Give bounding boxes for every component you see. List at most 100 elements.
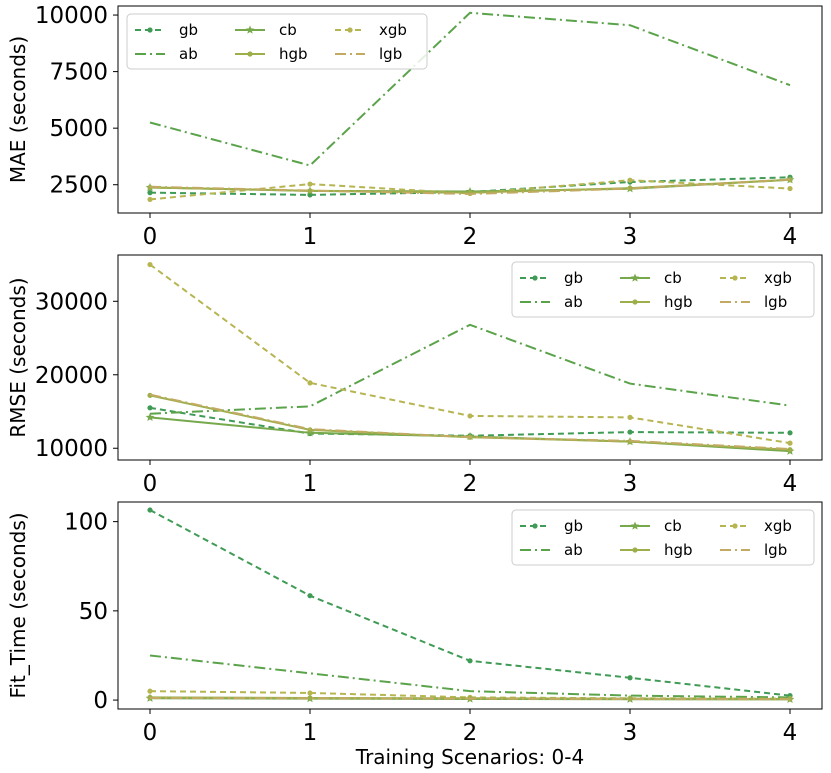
series-ab: [149, 323, 791, 415]
legend-label-ab: ab: [564, 293, 583, 311]
legend-label-hgb: hgb: [664, 293, 693, 311]
y-tick-label: 30000: [35, 289, 108, 315]
data-point-xgb: [627, 177, 633, 183]
legend-label-lgb: lgb: [379, 45, 402, 63]
x-tick-label: 3: [623, 720, 638, 746]
legend-item-lgb: lgb: [720, 541, 787, 559]
data-point-gb: [627, 429, 633, 435]
data-point-xgb: [467, 413, 473, 419]
x-axis-label: Training Scenarios: 0-4: [355, 745, 584, 769]
x-tick-label: 0: [143, 720, 158, 746]
y-tick-label: 10000: [35, 436, 108, 462]
data-point-gb: [627, 675, 633, 681]
x-tick-label: 2: [463, 720, 478, 746]
data-point-xgb: [147, 261, 153, 268]
x-tick-label: 4: [783, 224, 798, 250]
legend-marker-cb: [630, 273, 640, 282]
series-ab: [149, 654, 791, 699]
x-tick-label: 0: [143, 224, 158, 250]
legend-item-ab: ab: [520, 293, 583, 311]
data-point-xgb: [307, 690, 313, 696]
y-tick-label: 5000: [49, 116, 108, 142]
legend-item-hgb: hgb: [620, 293, 693, 311]
series-line-lgb: [149, 178, 791, 196]
series-line-gb: [149, 406, 791, 437]
y-tick-label: 10000: [35, 3, 108, 29]
legend-label-gb: gb: [564, 517, 583, 535]
data-point-xgb: [307, 380, 313, 386]
legend-label-hgb: hgb: [279, 45, 308, 63]
y-tick-label: 100: [64, 510, 108, 536]
legend-box: [511, 509, 815, 566]
legend-label-gb: gb: [179, 21, 198, 39]
legend-item-gb: gb: [520, 517, 583, 535]
legend-label-xgb: xgb: [764, 517, 792, 535]
legend-label-hgb: hgb: [664, 541, 693, 559]
data-point-xgb: [787, 440, 793, 446]
data-point-gb: [147, 507, 153, 513]
legend-item-xgb: xgb: [720, 269, 792, 287]
legend-marker-gb: [532, 275, 538, 281]
data-point-xgb: [787, 185, 793, 192]
legend-box: [511, 261, 815, 318]
x-tick-label: 4: [783, 720, 798, 746]
legend-box: [126, 13, 428, 70]
legend-marker-gb: [532, 523, 538, 529]
legend-item-xgb: xgb: [335, 21, 407, 39]
data-point-xgb: [147, 688, 153, 694]
legend-item-ab: ab: [520, 541, 583, 559]
series-lgb: [149, 393, 791, 450]
legend-label-cb: cb: [664, 269, 682, 287]
legend-marker-cb: [630, 521, 640, 530]
y-axis-label: RMSE (seconds): [6, 277, 30, 437]
y-tick-label: 0: [93, 688, 108, 714]
legend-item-lgb: lgb: [720, 293, 787, 311]
legend-item-lgb: lgb: [335, 45, 402, 63]
legend-marker-cb: [245, 25, 255, 34]
x-tick-label: 1: [303, 720, 318, 746]
legend-label-lgb: lgb: [764, 293, 787, 311]
x-tick-label: 1: [303, 471, 318, 497]
legend-marker-xgb: [732, 523, 738, 529]
series-line-lgb: [149, 696, 791, 701]
x-tick-label: 2: [463, 224, 478, 250]
legend-label-ab: ab: [179, 45, 198, 63]
data-point-hgb: [307, 188, 313, 194]
legend-item-xgb: xgb: [720, 517, 792, 535]
legend-item-gb: gb: [520, 269, 583, 287]
series-hgb: [147, 177, 793, 196]
legend: gb cb xgb ab hgb lgb: [511, 509, 815, 566]
legend-label-lgb: lgb: [764, 541, 787, 559]
y-axis-label: Fit_Time (seconds): [6, 512, 30, 698]
legend: gb cb xgb ab hgb lgb: [126, 13, 428, 70]
legend-marker-gb: [147, 27, 153, 33]
legend-label-cb: cb: [664, 517, 682, 535]
y-axis-label: MAE (seconds): [6, 36, 30, 183]
series-cb: [145, 412, 795, 455]
data-point-xgb: [307, 181, 313, 187]
series-xgb: [147, 261, 793, 446]
series-line-ab: [149, 654, 791, 699]
x-tick-label: 3: [623, 471, 638, 497]
legend-label-xgb: xgb: [379, 21, 407, 39]
x-tick-label: 0: [143, 471, 158, 497]
y-tick-label: 20000: [35, 363, 108, 389]
legend-marker-xgb: [347, 27, 353, 33]
data-point-gb: [307, 593, 313, 599]
x-tick-label: 1: [303, 224, 318, 250]
data-point-xgb: [147, 196, 153, 203]
legend-item-cb: cb: [235, 21, 297, 39]
data-point-xgb: [627, 414, 633, 420]
series-lgb: [149, 178, 791, 196]
legend-label-xgb: xgb: [764, 269, 792, 287]
data-point-hgb: [307, 695, 313, 701]
legend-marker-hgb: [247, 51, 253, 57]
legend-item-hgb: hgb: [620, 541, 693, 559]
x-tick-label: 2: [463, 471, 478, 497]
legend-label-ab: ab: [564, 541, 583, 559]
data-point-hgb: [787, 447, 793, 453]
y-tick-label: 2500: [49, 173, 108, 199]
x-tick-label: 3: [623, 224, 638, 250]
